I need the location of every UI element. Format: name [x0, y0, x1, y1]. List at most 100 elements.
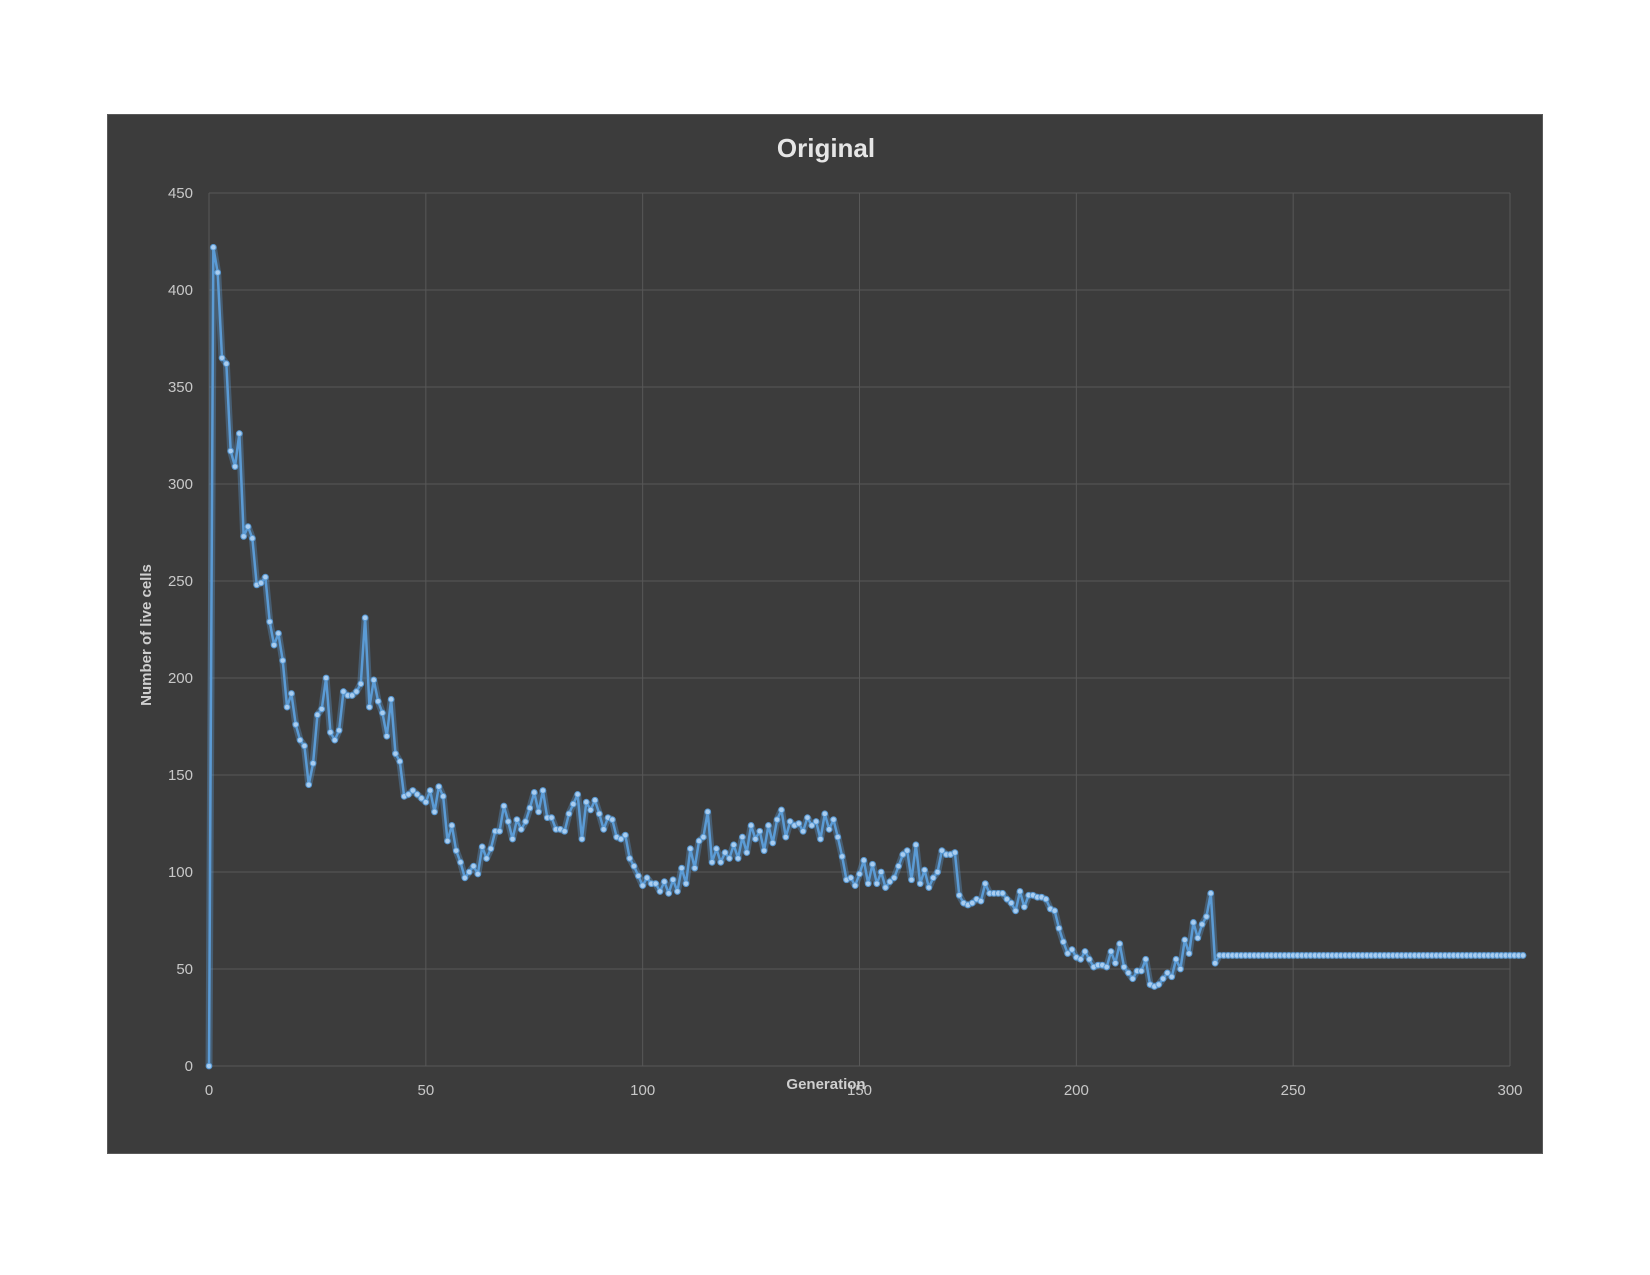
data-point [574, 791, 581, 798]
data-point [717, 859, 725, 866]
data-point [1012, 907, 1019, 915]
x-tick-label: 300 [1497, 1082, 1522, 1099]
data-point [444, 837, 451, 845]
data-point [951, 849, 959, 856]
data-point [387, 696, 395, 703]
series-markers [205, 244, 1527, 1070]
data-point [756, 827, 764, 835]
data-point [895, 862, 902, 870]
data-point [981, 880, 989, 887]
data-point [231, 463, 239, 470]
data-point [968, 899, 976, 907]
data-point [908, 876, 915, 884]
data-point [439, 793, 447, 800]
data-point [413, 791, 421, 798]
data-point [643, 874, 651, 882]
data-point [1203, 913, 1210, 920]
data-point [227, 447, 234, 455]
data-point [639, 882, 646, 889]
y-tick-label: 400 [168, 282, 193, 299]
data-point [526, 804, 534, 812]
data-point [504, 818, 512, 825]
data-point [236, 430, 243, 437]
data-point [1198, 921, 1206, 928]
x-tick-label: 200 [1064, 1082, 1089, 1099]
data-point [335, 727, 343, 734]
data-point [539, 787, 547, 794]
data-point [279, 657, 287, 664]
data-point [869, 860, 876, 868]
data-point [487, 845, 495, 853]
line-chart: 0 50 100 150 200 250 300 350 400 450 0 50 100 150 200 2… [138, 133, 1527, 1099]
data-point [769, 839, 777, 847]
data-point [513, 816, 521, 823]
data-point [301, 742, 308, 750]
data-point [244, 523, 252, 530]
data-point [1103, 963, 1110, 971]
data-point [452, 847, 460, 854]
data-point [929, 874, 937, 882]
data-point [288, 690, 295, 697]
data-point [786, 818, 794, 825]
data-point [691, 864, 699, 872]
data-point [747, 822, 755, 829]
data-point [1207, 890, 1215, 897]
data-point [331, 736, 339, 744]
data-point [834, 833, 842, 841]
data-point [778, 806, 785, 814]
data-point [938, 847, 946, 854]
data-point [934, 868, 941, 876]
data-point [483, 855, 490, 862]
data-point [734, 855, 742, 862]
data-point [370, 676, 378, 684]
data-point [838, 853, 846, 860]
data-point [1003, 895, 1011, 903]
y-tick-label: 250 [168, 573, 193, 590]
data-point [1159, 975, 1167, 983]
data-point [1138, 967, 1145, 975]
data-point [921, 866, 928, 874]
data-point [361, 614, 369, 622]
data-point [218, 354, 226, 362]
data-point [409, 787, 417, 794]
data-point [1081, 948, 1089, 955]
data-point [1125, 969, 1132, 977]
data-point [478, 843, 486, 851]
data-point [1016, 888, 1024, 895]
data-point [999, 890, 1006, 897]
data-point [622, 831, 629, 839]
data-point [305, 781, 313, 789]
data-point [314, 711, 321, 719]
data-point [1086, 956, 1093, 963]
data-point [1172, 956, 1180, 963]
data-point [470, 862, 477, 870]
data-point [340, 688, 347, 695]
data-point [353, 688, 360, 695]
data-point [205, 1062, 213, 1070]
data-point [1190, 919, 1197, 926]
data-point [322, 674, 330, 682]
data-point [626, 855, 633, 862]
data-point [903, 847, 911, 854]
data-point [249, 535, 256, 542]
data-point [223, 360, 230, 368]
data-point [630, 862, 638, 870]
chart-title: Original [777, 133, 875, 163]
data-point [609, 816, 616, 823]
data-point [682, 880, 690, 887]
data-point [886, 878, 894, 886]
data-point [1194, 934, 1202, 942]
data-point [773, 816, 781, 823]
data-point [678, 864, 686, 872]
data-point [296, 736, 304, 744]
data-point [674, 888, 681, 895]
data-point [275, 630, 282, 637]
x-tick-label: 50 [417, 1082, 434, 1099]
x-tick-label: 250 [1281, 1082, 1306, 1099]
data-point [379, 709, 386, 717]
data-point [392, 750, 399, 757]
data-point [864, 880, 872, 887]
tick-labels: 0 50 100 150 200 250 300 350 400 450 0 50 100 150 200 2… [168, 185, 1523, 1099]
data-point [912, 841, 920, 849]
y-tick-label: 50 [176, 961, 193, 978]
